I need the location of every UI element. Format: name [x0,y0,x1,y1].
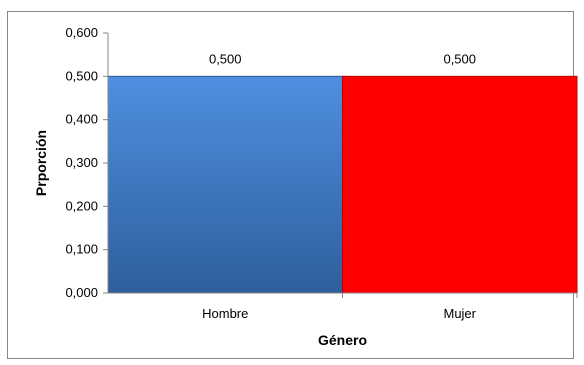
x-axis-title: Género [318,332,367,348]
y-tick-label: 0,300 [65,155,98,170]
y-tick-label: 0,100 [65,242,98,257]
bar-hombre [107,75,343,294]
y-tick-label: 0,400 [65,112,98,127]
data-label: 0,500 [443,51,476,66]
x-tick-label: Hombre [202,306,248,321]
y-tick-label: 0,200 [65,198,98,213]
y-tick-label: 0,500 [65,68,98,83]
x-tick-label: Mujer [443,306,476,321]
y-tick-label: 0,600 [65,25,98,40]
y-tick-label: 0,000 [65,285,98,300]
y-axis-title: Prporción [33,130,49,196]
bar-mujer [342,75,578,294]
data-label: 0,500 [209,51,242,66]
